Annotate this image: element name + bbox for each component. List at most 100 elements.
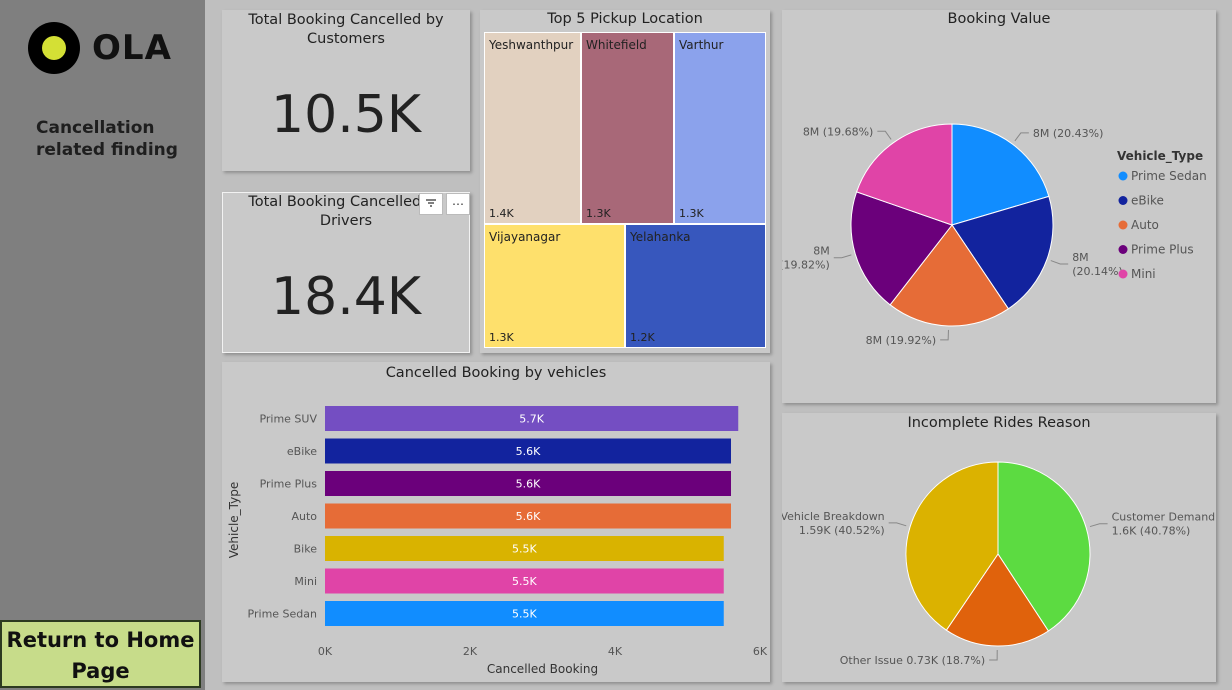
data-label: Customer Demand — [1112, 511, 1216, 524]
y-axis-title: Vehicle_Type — [227, 482, 241, 558]
chart-title: Incomplete Rides Reason — [907, 415, 1091, 431]
x-axis-title: Cancelled Booking — [487, 662, 598, 676]
treemap-cell-yeshwanthpur[interactable]: Yeshwanthpur 1.4K — [484, 32, 581, 224]
category-label: Prime Plus — [260, 478, 318, 491]
treemap-cell-name: Whitefield — [586, 38, 647, 52]
treemap-cell-name: Vijayanagar — [489, 230, 561, 244]
pie-slice-ebike[interactable] — [951, 195, 1054, 310]
ola-logo: OLA — [28, 22, 172, 74]
legend-item[interactable]: eBike — [1131, 194, 1164, 208]
bar-prime-sedan[interactable] — [325, 601, 724, 626]
leader-line — [833, 254, 852, 259]
bar-value-label: 5.6K — [516, 478, 541, 491]
legend-marker — [1118, 171, 1128, 181]
leader-line — [1014, 132, 1029, 142]
bar-value-label: 5.5K — [512, 575, 537, 588]
data-label: 8M (19.68%) — [803, 125, 874, 138]
leader-line — [1050, 260, 1069, 265]
bar-bike[interactable] — [325, 536, 724, 561]
bar-prime-suv[interactable] — [325, 406, 739, 431]
bar-prime-plus[interactable] — [325, 471, 731, 496]
treemap-card: Top 5 Pickup Location Yeshwanthpur 1.4K Wh… — [480, 10, 770, 353]
treemap-cell-yelahanka[interactable]: Yelahanka 1.2K — [625, 224, 766, 348]
chart-title: Cancelled Booking by vehicles — [385, 365, 607, 381]
treemap-cell-varthur[interactable]: Varthur 1.3K — [674, 32, 766, 224]
filter-icon[interactable] — [419, 193, 443, 215]
bar-value-label: 5.5K — [512, 543, 537, 556]
bar-ebike[interactable] — [325, 438, 731, 464]
leader-line — [877, 130, 892, 140]
bar-value-label: 5.5K — [512, 608, 537, 621]
chart-title: Booking Value — [947, 11, 1051, 27]
x-tick-label: 6K — [753, 645, 768, 658]
kpi-title: Total Booking Cancelled by Drivers — [248, 194, 444, 229]
treemap-cell-value: 1.3K — [679, 207, 704, 220]
treemap-cell-name: Yelahanka — [630, 230, 691, 244]
category-label: Prime Sedan — [248, 608, 317, 621]
legend-item[interactable]: Prime Sedan — [1131, 169, 1207, 183]
x-tick-label: 0K — [318, 645, 333, 658]
pie-slice-vehicle-breakdown[interactable] — [905, 461, 999, 631]
data-label: 1.59K (40.52%) — [799, 524, 885, 537]
more-options-icon[interactable]: ⋯ — [446, 193, 470, 215]
treemap-title: Top 5 Pickup Location — [547, 11, 703, 27]
pie-slice-mini[interactable] — [855, 123, 953, 226]
data-label: 8M (19.92%) — [866, 334, 937, 347]
kpi-card-drivers: Total Booking Cancelled by Drivers ⋯ 18.… — [222, 192, 470, 353]
treemap-cell-value: 1.4K — [489, 207, 514, 220]
legend-marker — [1118, 245, 1128, 254]
treemap-cell-value: 1.3K — [489, 331, 514, 344]
pie-slice-other-issue[interactable] — [945, 553, 1050, 647]
leader-line — [989, 649, 998, 661]
kpi-card-customers: Total Booking Cancelled by Customers 10.… — [222, 10, 470, 171]
treemap-cell-vijayanagar[interactable]: Vijayanagar 1.3K — [484, 224, 625, 348]
data-label: 8M — [1072, 251, 1089, 264]
data-label: 8M (20.43%) — [1033, 127, 1104, 140]
bar-auto[interactable] — [325, 503, 731, 529]
category-label: Prime SUV — [259, 413, 317, 426]
legend-marker — [1118, 220, 1128, 230]
return-home-button[interactable]: Return to Home Page — [0, 620, 201, 688]
treemap-cell-name: Varthur — [679, 38, 724, 52]
data-label: Vehicle Breakdown — [782, 510, 885, 523]
incomplete-rides-card: Incomplete Rides Reason Customer Demand 1… — [782, 413, 1216, 682]
cancelled-by-vehicle-bar-chart: Prime SUV 5.7K eBike 5.6K Prime Plus 5.6K Auto… — [227, 406, 768, 676]
bar-value-label: 5.6K — [516, 510, 541, 523]
treemap-cell-value: 1.2K — [630, 331, 655, 344]
category-label: eBike — [287, 445, 317, 458]
kpi-value: 18.4K — [271, 267, 421, 327]
pie-slice-prime-sedan[interactable] — [951, 123, 1050, 226]
logo-text: OLA — [92, 28, 172, 68]
data-label: Other Issue 0.73K (18.7%) — [840, 654, 985, 667]
legend-item[interactable]: Prime Plus — [1131, 243, 1194, 257]
kpi-value: 10.5K — [271, 85, 421, 145]
leader-line — [888, 522, 907, 527]
pie-slice-auto[interactable] — [889, 224, 1010, 327]
category-label: Mini — [294, 575, 317, 588]
data-label: 8M — [813, 245, 830, 258]
treemap: Yeshwanthpur 1.4K Whitefield 1.3K Varthur 1.3… — [484, 32, 766, 348]
category-label: Bike — [294, 543, 318, 556]
booking-value-card: Booking Value 8M (20.43%) 8M (20.14%) 8M (1… — [782, 10, 1216, 403]
data-label: (19.82%) — [782, 259, 830, 272]
legend-item[interactable]: Mini — [1131, 267, 1156, 281]
sidebar: OLA Cancellation related finding Return … — [0, 0, 205, 690]
cancelled-by-vehicle-card: Cancelled Booking by vehicles Prime SUV 5… — [222, 362, 770, 682]
legend-marker — [1118, 196, 1128, 205]
leader-line — [940, 329, 949, 341]
legend-title: Vehicle_Type — [1117, 149, 1203, 164]
ola-logo-icon — [28, 22, 80, 74]
bar-mini[interactable] — [325, 568, 724, 594]
legend-item[interactable]: Auto — [1131, 218, 1159, 232]
treemap-cell-value: 1.3K — [586, 207, 611, 220]
leader-line — [1089, 523, 1108, 528]
treemap-cell-name: Yeshwanthpur — [489, 38, 574, 52]
treemap-cell-whitefield[interactable]: Whitefield 1.3K — [581, 32, 674, 224]
data-label: 1.6K (40.78%) — [1112, 525, 1191, 538]
x-tick-label: 2K — [463, 645, 478, 658]
pie-slice-prime-plus[interactable] — [850, 191, 953, 306]
x-tick-label: 4K — [608, 645, 623, 658]
bar-value-label: 5.7K — [519, 413, 544, 426]
category-label: Auto — [291, 510, 317, 523]
